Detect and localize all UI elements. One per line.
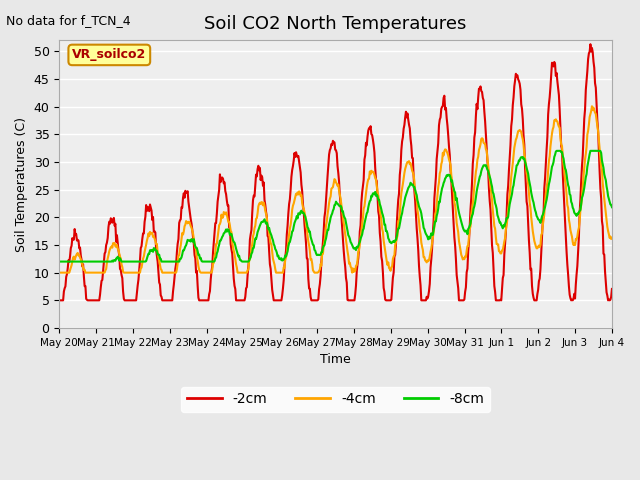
- Y-axis label: Soil Temperatures (C): Soil Temperatures (C): [15, 117, 28, 252]
- Legend: -2cm, -4cm, -8cm: -2cm, -4cm, -8cm: [181, 387, 490, 412]
- Text: VR_soilco2: VR_soilco2: [72, 48, 147, 61]
- Title: Soil CO2 North Temperatures: Soil CO2 North Temperatures: [204, 15, 467, 33]
- Text: No data for f_TCN_4: No data for f_TCN_4: [6, 14, 131, 27]
- X-axis label: Time: Time: [320, 353, 351, 366]
